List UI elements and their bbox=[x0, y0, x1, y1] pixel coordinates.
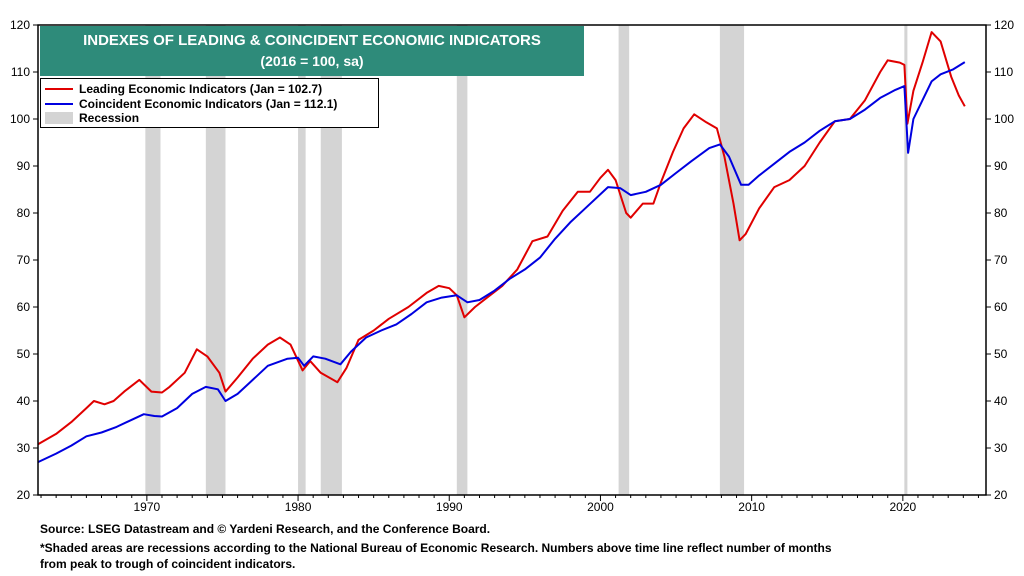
y-tick-label-left: 30 bbox=[17, 441, 31, 455]
legend-label-leading: Leading Economic Indicators (Jan = 102.7… bbox=[79, 81, 323, 96]
x-tick-label: 1990 bbox=[436, 500, 463, 514]
footnote-source: Source: LSEG Datastream and © Yardeni Re… bbox=[40, 522, 491, 536]
x-tick-label: 1970 bbox=[134, 500, 161, 514]
y-tick-label-left: 60 bbox=[17, 300, 31, 314]
recession-band-4 bbox=[456, 25, 468, 495]
y-tick-label-left: 90 bbox=[17, 159, 31, 173]
x-tick-label: 2020 bbox=[889, 500, 916, 514]
y-tick-label-right: 30 bbox=[994, 441, 1008, 455]
x-tick-label: 1980 bbox=[285, 500, 312, 514]
legend: Leading Economic Indicators (Jan = 102.7… bbox=[40, 78, 379, 128]
legend-label-recession: Recession bbox=[79, 110, 140, 125]
y-tick-label-right: 120 bbox=[994, 18, 1014, 32]
y-tick-label-left: 110 bbox=[11, 65, 30, 79]
y-tick-label-left: 100 bbox=[10, 112, 30, 126]
legend-label-coincident: Coincident Economic Indicators (Jan = 11… bbox=[79, 96, 338, 111]
y-tick-label-right: 90 bbox=[994, 159, 1008, 173]
y-tick-label-left: 70 bbox=[17, 253, 31, 267]
legend-item-leading: Leading Economic Indicators (Jan = 102.7… bbox=[45, 81, 322, 96]
y-tick-label-right: 80 bbox=[994, 206, 1008, 220]
recession-band-3 bbox=[320, 25, 342, 495]
recession-band-6 bbox=[719, 25, 745, 495]
chart-subtitle: (2016 = 100, sa) bbox=[260, 53, 364, 69]
recession-band-0 bbox=[145, 25, 161, 495]
legend-swatch-leading bbox=[45, 87, 73, 90]
series-lines bbox=[37, 31, 966, 464]
y-tick-label-right: 50 bbox=[994, 347, 1008, 361]
y-tick-label-left: 120 bbox=[10, 18, 30, 32]
x-tick-label: 2010 bbox=[738, 500, 765, 514]
y-tick-label-right: 40 bbox=[994, 394, 1008, 408]
chart-title: INDEXES OF LEADING & COINCIDENT ECONOMIC… bbox=[83, 32, 541, 49]
footnote-note-2: from peak to trough of coincident indica… bbox=[40, 557, 296, 571]
legend-swatch-coincident bbox=[45, 102, 73, 105]
y-tick-label-right: 70 bbox=[994, 253, 1008, 267]
y-tick-label-right: 60 bbox=[994, 300, 1008, 314]
legend-item-coincident: Coincident Economic Indicators (Jan = 11… bbox=[45, 96, 337, 111]
recession-band-5 bbox=[618, 25, 630, 495]
y-tick-label-right: 110 bbox=[994, 65, 1013, 79]
y-tick-label-left: 20 bbox=[17, 488, 31, 502]
y-tick-label-right: 100 bbox=[994, 112, 1014, 126]
legend-swatch-recession bbox=[45, 111, 73, 124]
recession-band-7 bbox=[904, 25, 908, 495]
recession-band-2 bbox=[298, 25, 306, 495]
chart-title-box: INDEXES OF LEADING & COINCIDENT ECONOMIC… bbox=[40, 26, 584, 76]
x-tick-label: 2000 bbox=[587, 500, 614, 514]
y-tick-label-left: 80 bbox=[17, 206, 31, 220]
legend-item-recession: Recession bbox=[45, 110, 139, 125]
y-tick-label-left: 40 bbox=[17, 394, 31, 408]
coincident-line bbox=[37, 61, 966, 464]
footnote-note-1: *Shaded areas are recessions according t… bbox=[40, 541, 832, 555]
y-tick-label-right: 20 bbox=[994, 488, 1008, 502]
y-tick-label-left: 50 bbox=[17, 347, 31, 361]
